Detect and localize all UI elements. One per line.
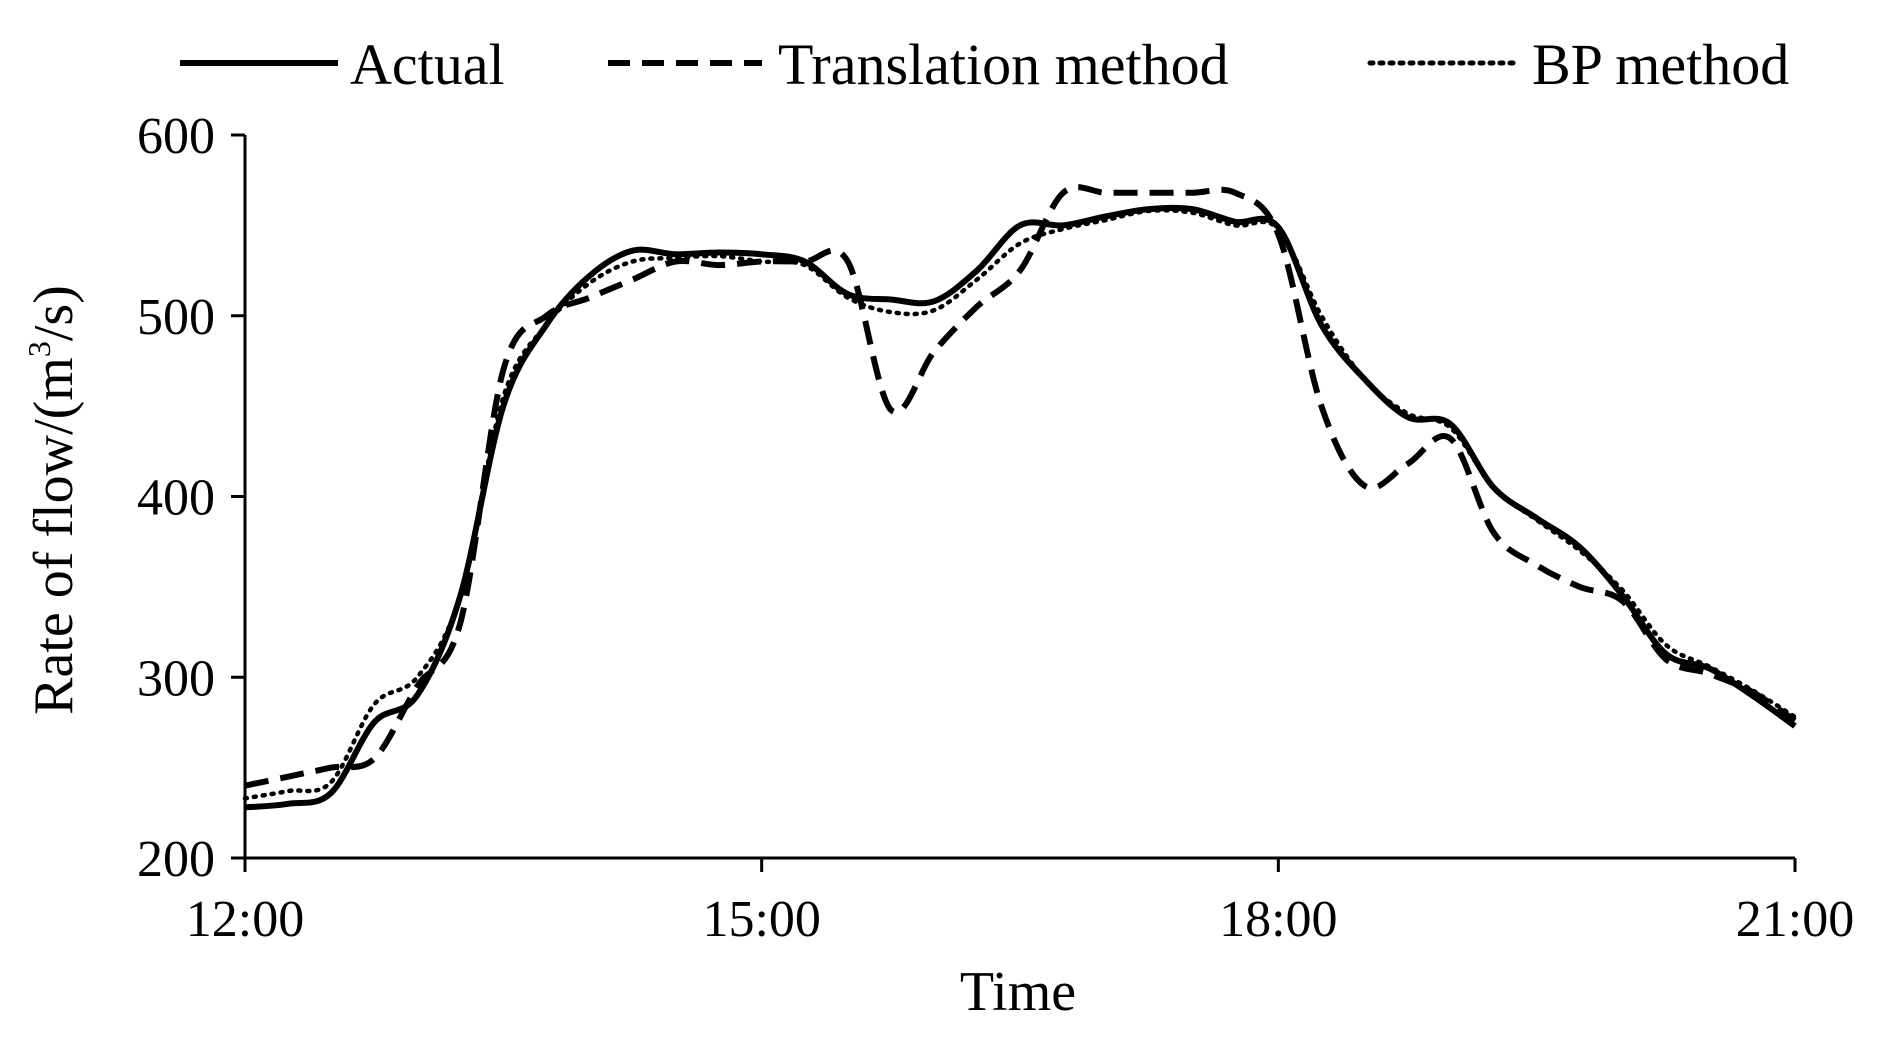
series-lines xyxy=(242,184,1798,811)
y-tick-label: 500 xyxy=(137,289,215,346)
x-axis-title: Time xyxy=(960,961,1076,1023)
series-bp-line xyxy=(242,208,1798,801)
legend-label-bp: BP method xyxy=(1532,32,1789,97)
y-tick-label: 300 xyxy=(137,650,215,707)
y-tick-label: 400 xyxy=(137,470,215,527)
y-axis-title: Rate of flow/(m3/s) xyxy=(21,285,85,715)
svg-text:Rate of flow/(m3/s): Rate of flow/(m3/s) xyxy=(21,285,85,715)
legend-label-translation: Translation method xyxy=(778,32,1229,97)
legend: Actual Translation method BP method xyxy=(180,32,1789,97)
x-tick-label: 21:00 xyxy=(1736,891,1854,948)
axes: 200 300 400 500 600 12:00 15:00 18:00 21:00 xyxy=(137,108,1854,948)
series-actual-line xyxy=(244,204,1797,811)
y-axis-title-main: Rate of flow/(m xyxy=(23,357,85,715)
y-axis-title-sup: 3 xyxy=(21,341,57,357)
legend-label-actual: Actual xyxy=(350,32,505,97)
series-translation-line xyxy=(244,184,1797,789)
x-tick-label: 15:00 xyxy=(702,891,820,948)
x-tick-label: 12:00 xyxy=(186,891,304,948)
y-axis-title-tail: /s) xyxy=(23,285,85,341)
y-tick-label: 600 xyxy=(137,108,215,165)
x-tick-label: 18:00 xyxy=(1219,891,1337,948)
y-tick-label: 200 xyxy=(137,831,215,888)
